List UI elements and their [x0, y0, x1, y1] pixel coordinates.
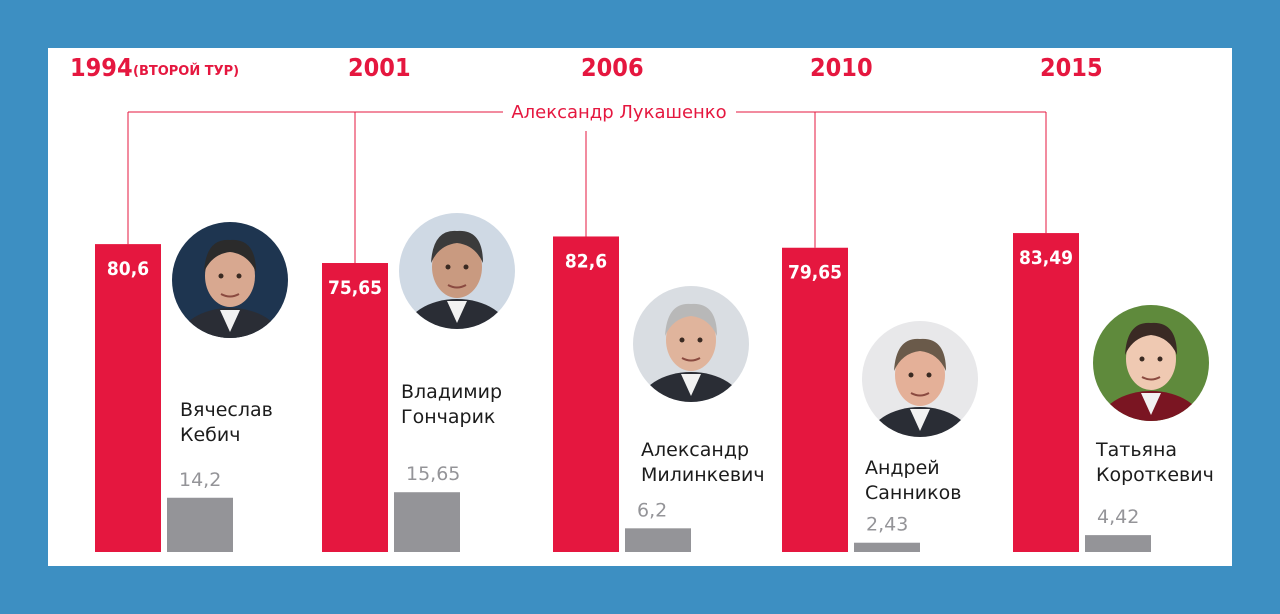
runner-up-bar-1994: [167, 497, 233, 552]
runner-up-value-label: 4,42: [1097, 506, 1139, 528]
runner-up-portrait: [1093, 305, 1209, 421]
runner-up-portrait: [633, 286, 749, 402]
runner-up-name-line: Милинкевич: [641, 464, 765, 486]
chart-panel: 80,6 75,65 82,6 79,65 83,49 14,2 15,65 6,2 2,43 4…: [48, 48, 1232, 566]
winner-bar-2015: [1013, 233, 1079, 552]
runner-up-name-line: Санников: [865, 482, 961, 504]
runner-up-portrait: [862, 321, 978, 437]
runner-up-name-line: Андрей: [865, 457, 940, 479]
winner-bar-2006: [553, 236, 619, 552]
winner-value-label: 83,49: [1019, 247, 1073, 269]
runner-up-portrait: [172, 222, 288, 338]
runner-up-name-line: Вячеслав: [180, 399, 273, 421]
runner-up-value-label: 14,2: [179, 469, 221, 491]
winner-bar-2010: [782, 247, 848, 552]
runner-up-value-label: 15,65: [406, 463, 460, 485]
runner-up-name-line: Короткевич: [1096, 464, 1214, 486]
year-label-2015: 2015: [1040, 53, 1103, 82]
election-results-chart: 80,6 75,65 82,6 79,65 83,49 14,2 15,65 6,2 2,43 4…: [70, 53, 1214, 552]
winner-bar-2001: [322, 263, 388, 552]
runner-up-bar-2006: [625, 528, 691, 552]
year-label-1994: 1994: [70, 53, 133, 82]
runner-up-bar-2010: [854, 542, 920, 552]
runner-up-name-line: Гончарик: [401, 406, 495, 428]
runner-up-value-label: 6,2: [637, 499, 667, 521]
winner-value-label: 79,65: [788, 262, 842, 284]
runner-up-value-label: 2,43: [866, 514, 908, 536]
year-note-label: (ВТОРОЙ ТУР): [133, 63, 239, 79]
runner-up-name-line: Татьяна: [1095, 439, 1177, 461]
year-label-2006: 2006: [581, 53, 644, 82]
year-label-2001: 2001: [348, 53, 411, 82]
runner-up-bar-2015: [1085, 535, 1151, 552]
winner-bar-1994: [95, 244, 161, 552]
winner-value-label: 80,6: [107, 258, 149, 280]
runner-up-name-line: Кебич: [180, 424, 240, 446]
year-label-2010: 2010: [810, 53, 873, 82]
winner-name-label: Александр Лукашенко: [511, 102, 726, 123]
runner-up-portrait: [399, 213, 515, 329]
runner-up-name-line: Владимир: [401, 381, 502, 403]
winner-value-label: 75,65: [328, 277, 382, 299]
runner-up-name-line: Александр: [641, 439, 749, 461]
winner-value-label: 82,6: [565, 250, 607, 272]
runner-up-bar-2001: [394, 492, 460, 552]
